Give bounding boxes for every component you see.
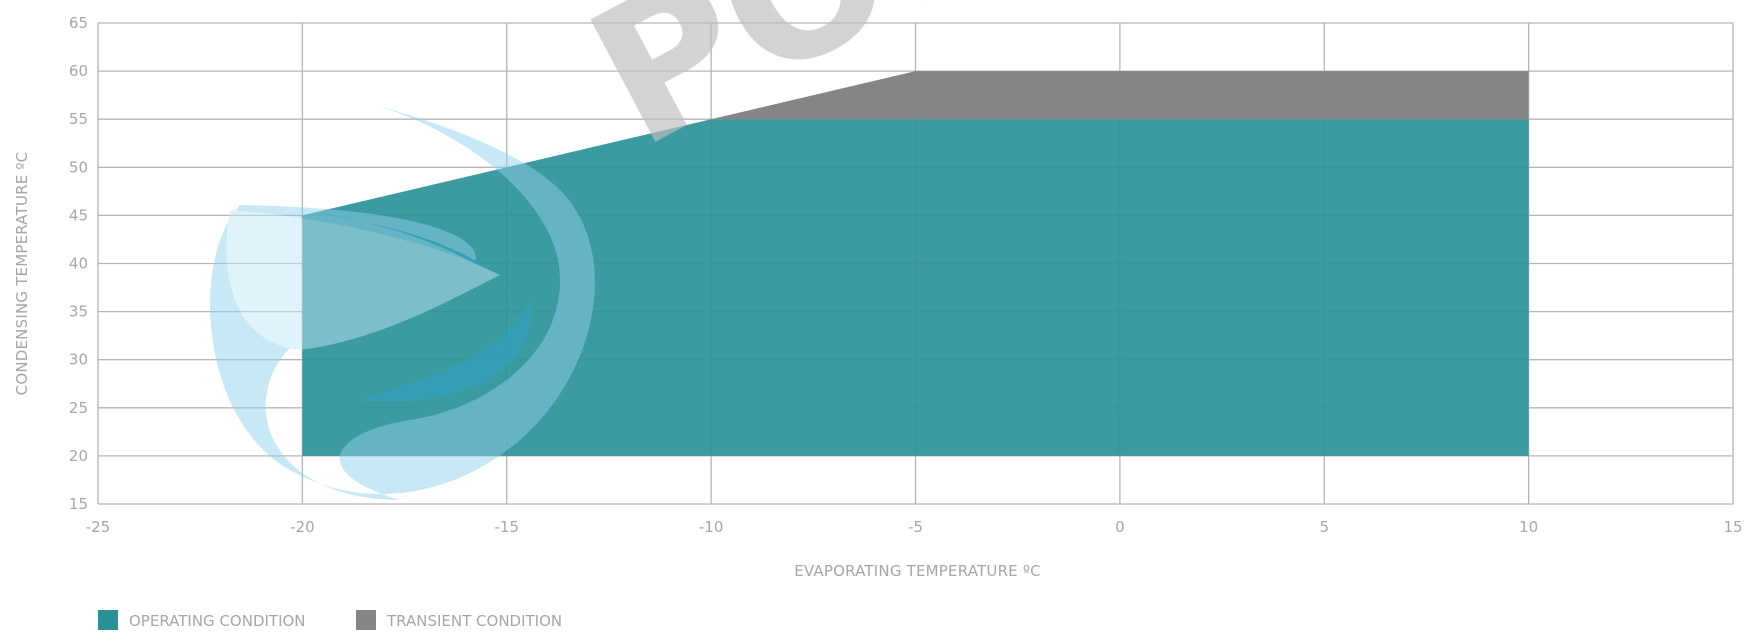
axes: -25 -20 -15 -10 -5 0 5 10 15 15 20 25 30 35 40 45 50 55 60…: [13, 14, 1743, 580]
y-tick-label: 35: [69, 303, 88, 321]
watermark-swirl-outer: [210, 105, 595, 500]
y-tick-label: 20: [69, 447, 88, 465]
legend-swatch: [356, 610, 376, 630]
y-tick-label: 60: [69, 62, 88, 80]
x-tick-label: -10: [699, 518, 724, 536]
watermark-swirl-logo: [210, 105, 595, 500]
area-operating-condition: [302, 119, 1529, 456]
x-tick-label: -15: [495, 518, 520, 536]
y-tick-label: 25: [69, 399, 88, 417]
x-axis-title: EVAPORATING TEMPERATURE ºC: [794, 562, 1041, 580]
y-tick-label: 50: [69, 158, 88, 176]
y-axis-title: CONDENSING TEMPERATURE ºC: [13, 152, 31, 396]
x-tick-label: -20: [290, 518, 315, 536]
y-tick-label: 45: [69, 206, 88, 224]
area-transient-condition: [711, 71, 1529, 120]
y-tick-label: 15: [69, 495, 88, 513]
x-tick-label: -5: [908, 518, 923, 536]
x-tick-label: 10: [1519, 518, 1538, 536]
watermark-swirl-highlight: [226, 210, 500, 350]
series-areas: [302, 71, 1529, 456]
y-tick-label: 55: [69, 110, 88, 128]
legend: OPERATING CONDITION TRANSIENT CONDITION: [98, 610, 562, 630]
legend-label: OPERATING CONDITION: [129, 612, 306, 630]
x-tick-label: -25: [86, 518, 111, 536]
legend-label: TRANSIENT CONDITION: [386, 612, 562, 630]
x-tick-label: 0: [1115, 518, 1125, 536]
y-tick-label: 65: [69, 14, 88, 32]
x-tick-label: 5: [1319, 518, 1329, 536]
x-tick-label: 15: [1723, 518, 1742, 536]
legend-swatch: [98, 610, 118, 630]
y-tick-label: 30: [69, 351, 88, 369]
y-tick-label: 40: [69, 255, 88, 273]
